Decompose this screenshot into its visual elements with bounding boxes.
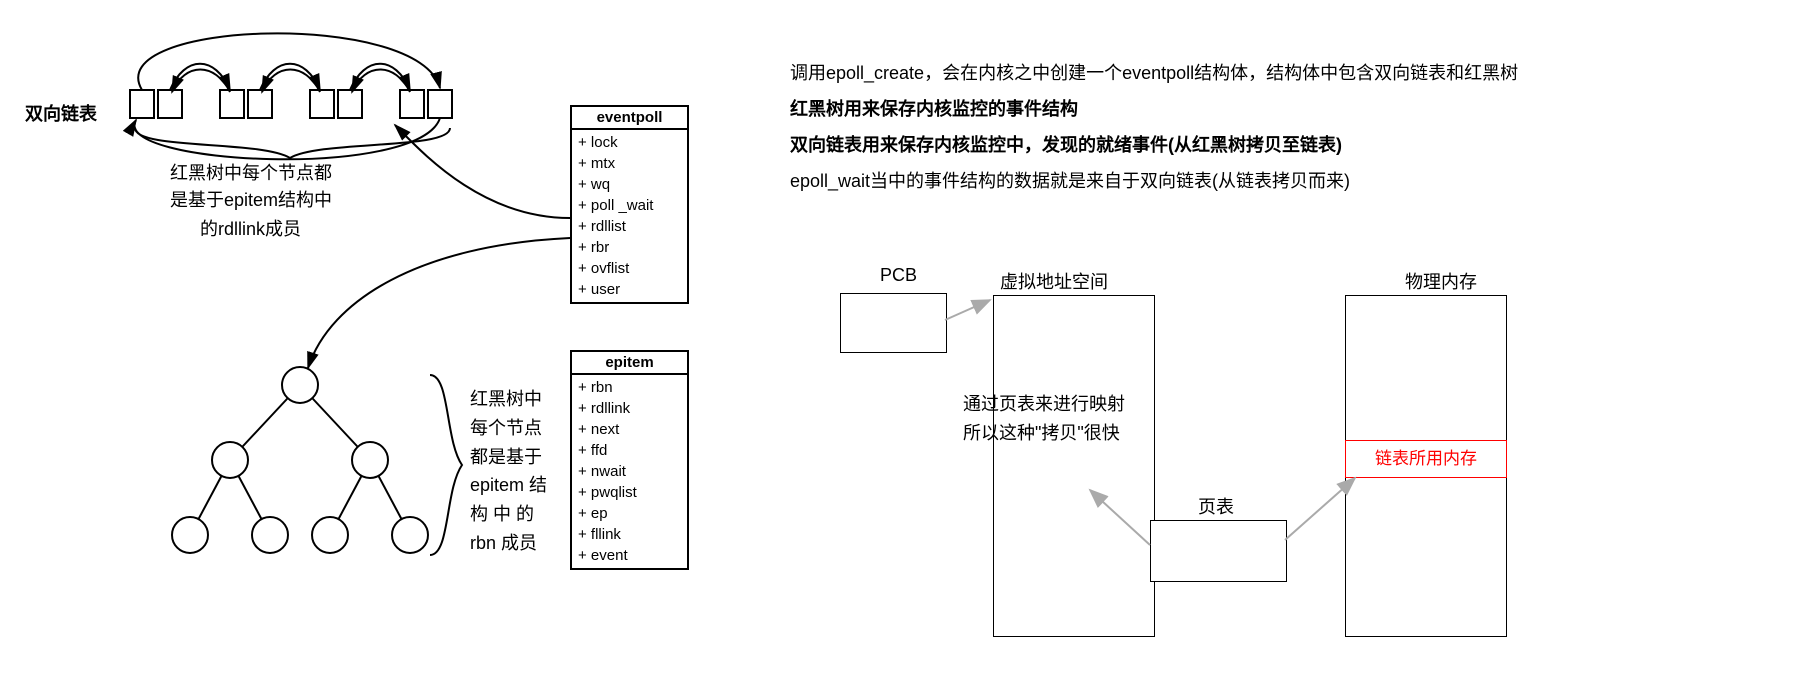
note-line: 是基于epitem结构中 xyxy=(170,187,332,214)
note-line: 红黑树中 xyxy=(470,385,547,414)
struct-fields: + lock + mtx + wq + poll _wait + rdllist… xyxy=(572,130,687,302)
pt-label: 页表 xyxy=(1198,493,1234,519)
field: + rdllist xyxy=(578,216,681,237)
field: + nwait xyxy=(578,461,681,482)
field: + pwqlist xyxy=(578,482,681,503)
field: + fllink xyxy=(578,524,681,545)
note-line: 构 中 的 xyxy=(470,500,547,529)
linked-list-nodes xyxy=(130,90,452,118)
struct-title: eventpoll xyxy=(572,107,687,130)
struct-title: epitem xyxy=(572,352,687,375)
struct-fields: + rbn + rdllink + next + ffd + nwait + p… xyxy=(572,375,687,568)
brace-right-of-tree xyxy=(430,375,462,555)
field: + ovflist xyxy=(578,258,681,279)
note-line: 所以这种"拷贝"很快 xyxy=(963,419,1125,448)
note-line: 红黑树中每个节点都 xyxy=(170,160,332,187)
field: + next xyxy=(578,419,681,440)
rbtree xyxy=(172,367,428,553)
right-text-block: 调用epoll_create，会在内核之中创建一个eventpoll结构体，结构… xyxy=(790,55,1518,199)
mapping-note: 通过页表来进行映射 所以这种"拷贝"很快 xyxy=(963,390,1125,448)
note-line: 都是基于 xyxy=(470,443,547,472)
connector-rbr xyxy=(308,238,570,368)
field: + mtx xyxy=(578,153,681,174)
text-line: 调用epoll_create，会在内核之中创建一个eventpoll结构体，结构… xyxy=(790,55,1518,91)
field: + rdllink xyxy=(578,398,681,419)
eventpoll-struct: eventpoll + lock + mtx + wq + poll _wait… xyxy=(570,105,689,304)
pm-inner-box: 链表所用内存 xyxy=(1345,440,1507,478)
note-line: rbn 成员 xyxy=(470,529,547,558)
vas-box xyxy=(993,295,1155,637)
note-line: 每个节点 xyxy=(470,414,547,443)
pcb-box xyxy=(840,293,947,353)
connector-rdllist xyxy=(395,125,570,218)
epitem-struct: epitem + rbn + rdllink + next + ffd + nw… xyxy=(570,350,689,570)
text-line: 红黑树用来保存内核监控的事件结构 xyxy=(790,91,1518,127)
field: + event xyxy=(578,545,681,566)
field: + lock xyxy=(578,132,681,153)
field: + ffd xyxy=(578,440,681,461)
note-line: epitem 结 xyxy=(470,471,547,500)
vas-label: 虚拟地址空间 xyxy=(1000,268,1108,294)
text-line: epoll_wait当中的事件结构的数据就是来自于双向链表(从链表拷贝而来) xyxy=(790,163,1518,199)
field: + ep xyxy=(578,503,681,524)
field: + wq xyxy=(578,174,681,195)
linked-list-label: 双向链表 xyxy=(25,100,97,126)
note-line: 的rdllink成员 xyxy=(200,215,301,241)
pcb-label: PCB xyxy=(880,265,917,286)
pt-box xyxy=(1150,520,1287,582)
text-line: 双向链表用来保存内核监控中，发现的就绪事件(从红黑树拷贝至链表) xyxy=(790,127,1518,163)
note-line: 通过页表来进行映射 xyxy=(963,390,1125,419)
rbtree-note: 红黑树中 每个节点 都是基于 epitem 结 构 中 的 rbn 成员 xyxy=(470,385,547,558)
field: + poll _wait xyxy=(578,195,681,216)
field: + user xyxy=(578,279,681,300)
field: + rbn xyxy=(578,377,681,398)
note-rdllink: 红黑树中每个节点都 是基于epitem结构中 xyxy=(170,160,332,214)
field: + rbr xyxy=(578,237,681,258)
pm-label: 物理内存 xyxy=(1405,268,1477,294)
